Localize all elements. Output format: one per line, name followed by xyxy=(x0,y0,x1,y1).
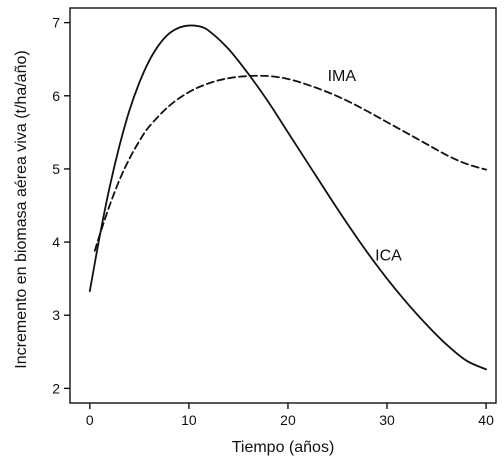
y-tick-label-5: 7 xyxy=(52,15,60,31)
plot-layer xyxy=(88,24,487,371)
y-tick-label-1: 3 xyxy=(52,307,60,323)
series-label-ima: IMA xyxy=(328,68,357,85)
y-tick-label-2: 4 xyxy=(52,234,60,250)
plot-frame xyxy=(69,7,497,404)
x-tick-label-4: 40 xyxy=(478,412,494,428)
y-axis-title: Incremento en biomasa aérea viva (t/ha/a… xyxy=(13,50,30,368)
y-tick-label-0: 2 xyxy=(52,380,60,396)
x-tick-label-3: 30 xyxy=(379,412,395,428)
y-tick-label-3: 5 xyxy=(52,161,60,177)
x-tick-label-0: 0 xyxy=(86,412,94,428)
series-line-ica xyxy=(88,24,487,371)
y-tick-label-4: 6 xyxy=(52,88,60,104)
x-axis-title: Tiempo (años) xyxy=(232,439,335,456)
axes-layer: 0 10 20 30 40 2 3 4 5 6 7 xyxy=(52,7,497,428)
x-tick-label-2: 20 xyxy=(280,412,296,428)
series-line-ima xyxy=(93,74,487,252)
labels-layer: Tiempo (años) Incremento en biomasa aére… xyxy=(13,50,402,456)
series-label-ica: ICA xyxy=(375,247,402,264)
x-tick-label-1: 10 xyxy=(181,412,197,428)
